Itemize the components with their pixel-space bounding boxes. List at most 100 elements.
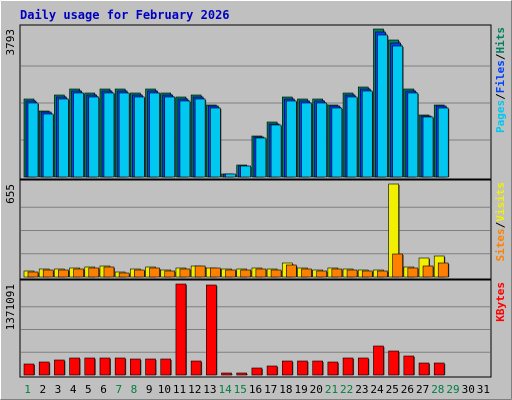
x-tick-label-day-7: 7 bbox=[115, 383, 122, 396]
bar-kbytes-day-25 bbox=[388, 350, 399, 376]
x-tick-label-day-2: 2 bbox=[39, 383, 46, 396]
chart-title: Daily usage for February 2026 bbox=[20, 8, 230, 22]
bar-sites-day-17 bbox=[270, 269, 282, 278]
bar-kbytes-day-28 bbox=[433, 362, 445, 376]
bar-sites-day-24 bbox=[377, 270, 388, 278]
x-tick-label-day-1: 1 bbox=[24, 383, 31, 396]
bar-pages-day-2 bbox=[42, 113, 54, 178]
bar-sites-day-25 bbox=[392, 253, 403, 278]
bar-pages-day-9 bbox=[149, 92, 160, 178]
x-tick-label-day-30: 30 bbox=[462, 383, 475, 396]
bar-sites-day-11 bbox=[179, 268, 191, 278]
x-tick-label-day-12: 12 bbox=[188, 383, 201, 396]
bar-kbytes-day-26 bbox=[403, 355, 415, 376]
y-max-label: 1371091 bbox=[4, 284, 17, 330]
bar-sites-day-23 bbox=[361, 270, 373, 278]
bar-pages-day-8 bbox=[134, 96, 145, 178]
bar-kbytes-day-16 bbox=[251, 367, 263, 376]
y-max-label: 655 bbox=[4, 184, 17, 204]
x-tick-label-day-10: 10 bbox=[158, 383, 171, 396]
legend-item: Hits bbox=[494, 27, 507, 54]
bar-pages-day-24 bbox=[377, 34, 388, 178]
x-tick-label-day-28: 28 bbox=[431, 383, 444, 396]
bar-sites-day-20 bbox=[316, 270, 327, 278]
x-tick-label-day-11: 11 bbox=[173, 383, 186, 396]
bar-kbytes-day-13 bbox=[206, 284, 217, 376]
x-tick-label-day-16: 16 bbox=[249, 383, 262, 396]
bar-kbytes-day-20 bbox=[312, 360, 323, 376]
bar-kbytes-day-2 bbox=[38, 361, 50, 376]
bar-pages-day-28 bbox=[437, 107, 449, 178]
bar-sites-day-7 bbox=[118, 272, 130, 278]
panel-legend: KBytes bbox=[494, 282, 507, 322]
bar-sites-day-4 bbox=[73, 268, 84, 278]
x-tick-label-day-15: 15 bbox=[234, 383, 247, 396]
x-tick-label-day-13: 13 bbox=[203, 383, 216, 396]
x-tick-label-day-4: 4 bbox=[70, 383, 77, 396]
bar-kbytes-day-11 bbox=[175, 283, 187, 376]
bar-kbytes-day-17 bbox=[266, 365, 278, 376]
bar-kbytes-day-6 bbox=[99, 357, 111, 376]
bar-sites-day-16 bbox=[255, 268, 267, 278]
bar-sites-day-3 bbox=[58, 269, 69, 278]
bar-kbytes-day-10 bbox=[160, 358, 172, 376]
bar-pages-day-13 bbox=[210, 107, 221, 178]
bar-pages-day-1 bbox=[27, 102, 39, 178]
x-tick-label-day-27: 27 bbox=[416, 383, 429, 396]
bar-sites-day-21 bbox=[331, 268, 343, 278]
bar-kbytes-day-22 bbox=[342, 357, 354, 376]
x-tick-label-day-18: 18 bbox=[279, 383, 292, 396]
bar-sites-day-8 bbox=[134, 269, 145, 278]
legend-item: KBytes bbox=[494, 282, 507, 322]
bar-kbytes-day-12 bbox=[190, 360, 202, 376]
bar-sites-day-19 bbox=[301, 268, 312, 278]
bar-kbytes-day-3 bbox=[54, 359, 65, 376]
bar-sites-day-22 bbox=[346, 269, 358, 278]
bar-sites-day-9 bbox=[149, 267, 160, 278]
x-tick-label-day-31: 31 bbox=[477, 383, 490, 396]
x-tick-label-day-26: 26 bbox=[401, 383, 414, 396]
bar-pages-day-20 bbox=[316, 102, 327, 178]
bar-pages-day-11 bbox=[179, 100, 191, 178]
bar-pages-day-23 bbox=[361, 90, 373, 178]
panel-legend: Pages/Files/Hits bbox=[494, 27, 507, 133]
x-tick-label-day-24: 24 bbox=[370, 383, 384, 396]
bar-kbytes-day-8 bbox=[130, 358, 141, 376]
bar-pages-day-21 bbox=[331, 107, 343, 178]
bar-kbytes-day-27 bbox=[418, 362, 430, 376]
bar-pages-day-19 bbox=[301, 102, 312, 178]
bar-pages-day-18 bbox=[285, 100, 297, 178]
bar-kbytes-day-19 bbox=[297, 360, 308, 376]
x-tick-label-day-19: 19 bbox=[294, 383, 307, 396]
bar-pages-day-26 bbox=[407, 92, 419, 178]
legend-item: Pages bbox=[494, 100, 507, 133]
bar-pages-day-4 bbox=[73, 92, 84, 178]
bar-pages-day-22 bbox=[346, 96, 358, 178]
bar-kbytes-day-7 bbox=[114, 357, 126, 376]
x-tick-label-day-14: 14 bbox=[218, 383, 232, 396]
legend-item: / bbox=[494, 53, 507, 60]
bar-kbytes-day-23 bbox=[357, 357, 369, 376]
legend-item: Files bbox=[494, 60, 507, 93]
bar-sites-day-6 bbox=[103, 266, 115, 278]
x-tick-label-day-23: 23 bbox=[355, 383, 368, 396]
panel-plot-area bbox=[19, 179, 492, 280]
bar-sites-day-13 bbox=[210, 267, 221, 278]
bar-kbytes-day-9 bbox=[145, 358, 156, 376]
bar-kbytes-day-24 bbox=[373, 345, 384, 376]
x-tick-label-day-9: 9 bbox=[146, 383, 153, 396]
x-tick-label-day-22: 22 bbox=[340, 383, 353, 396]
bar-sites-day-28 bbox=[437, 262, 449, 278]
bar-pages-day-7 bbox=[118, 92, 130, 178]
bar-pages-day-16 bbox=[255, 137, 267, 178]
x-axis-day-labels: 1 2 3 4 5 6 7 8 9 10 11 12 13 14 15 16 17 18 19 20 21 22 23 24 2… bbox=[24, 383, 490, 396]
bar-pages-day-15 bbox=[240, 165, 252, 178]
bar-pages-day-27 bbox=[422, 116, 434, 178]
bar-pages-day-5 bbox=[88, 96, 100, 178]
bar-sites-day-1 bbox=[27, 271, 39, 278]
chart-panels: 3793Pages/Files/Hits655Sites/Visits13710… bbox=[4, 24, 507, 378]
bar-sites-day-10 bbox=[164, 270, 176, 278]
legend-item: Sites bbox=[494, 228, 507, 261]
bar-sites-day-2 bbox=[42, 269, 54, 278]
bar-pages-day-10 bbox=[164, 96, 176, 178]
